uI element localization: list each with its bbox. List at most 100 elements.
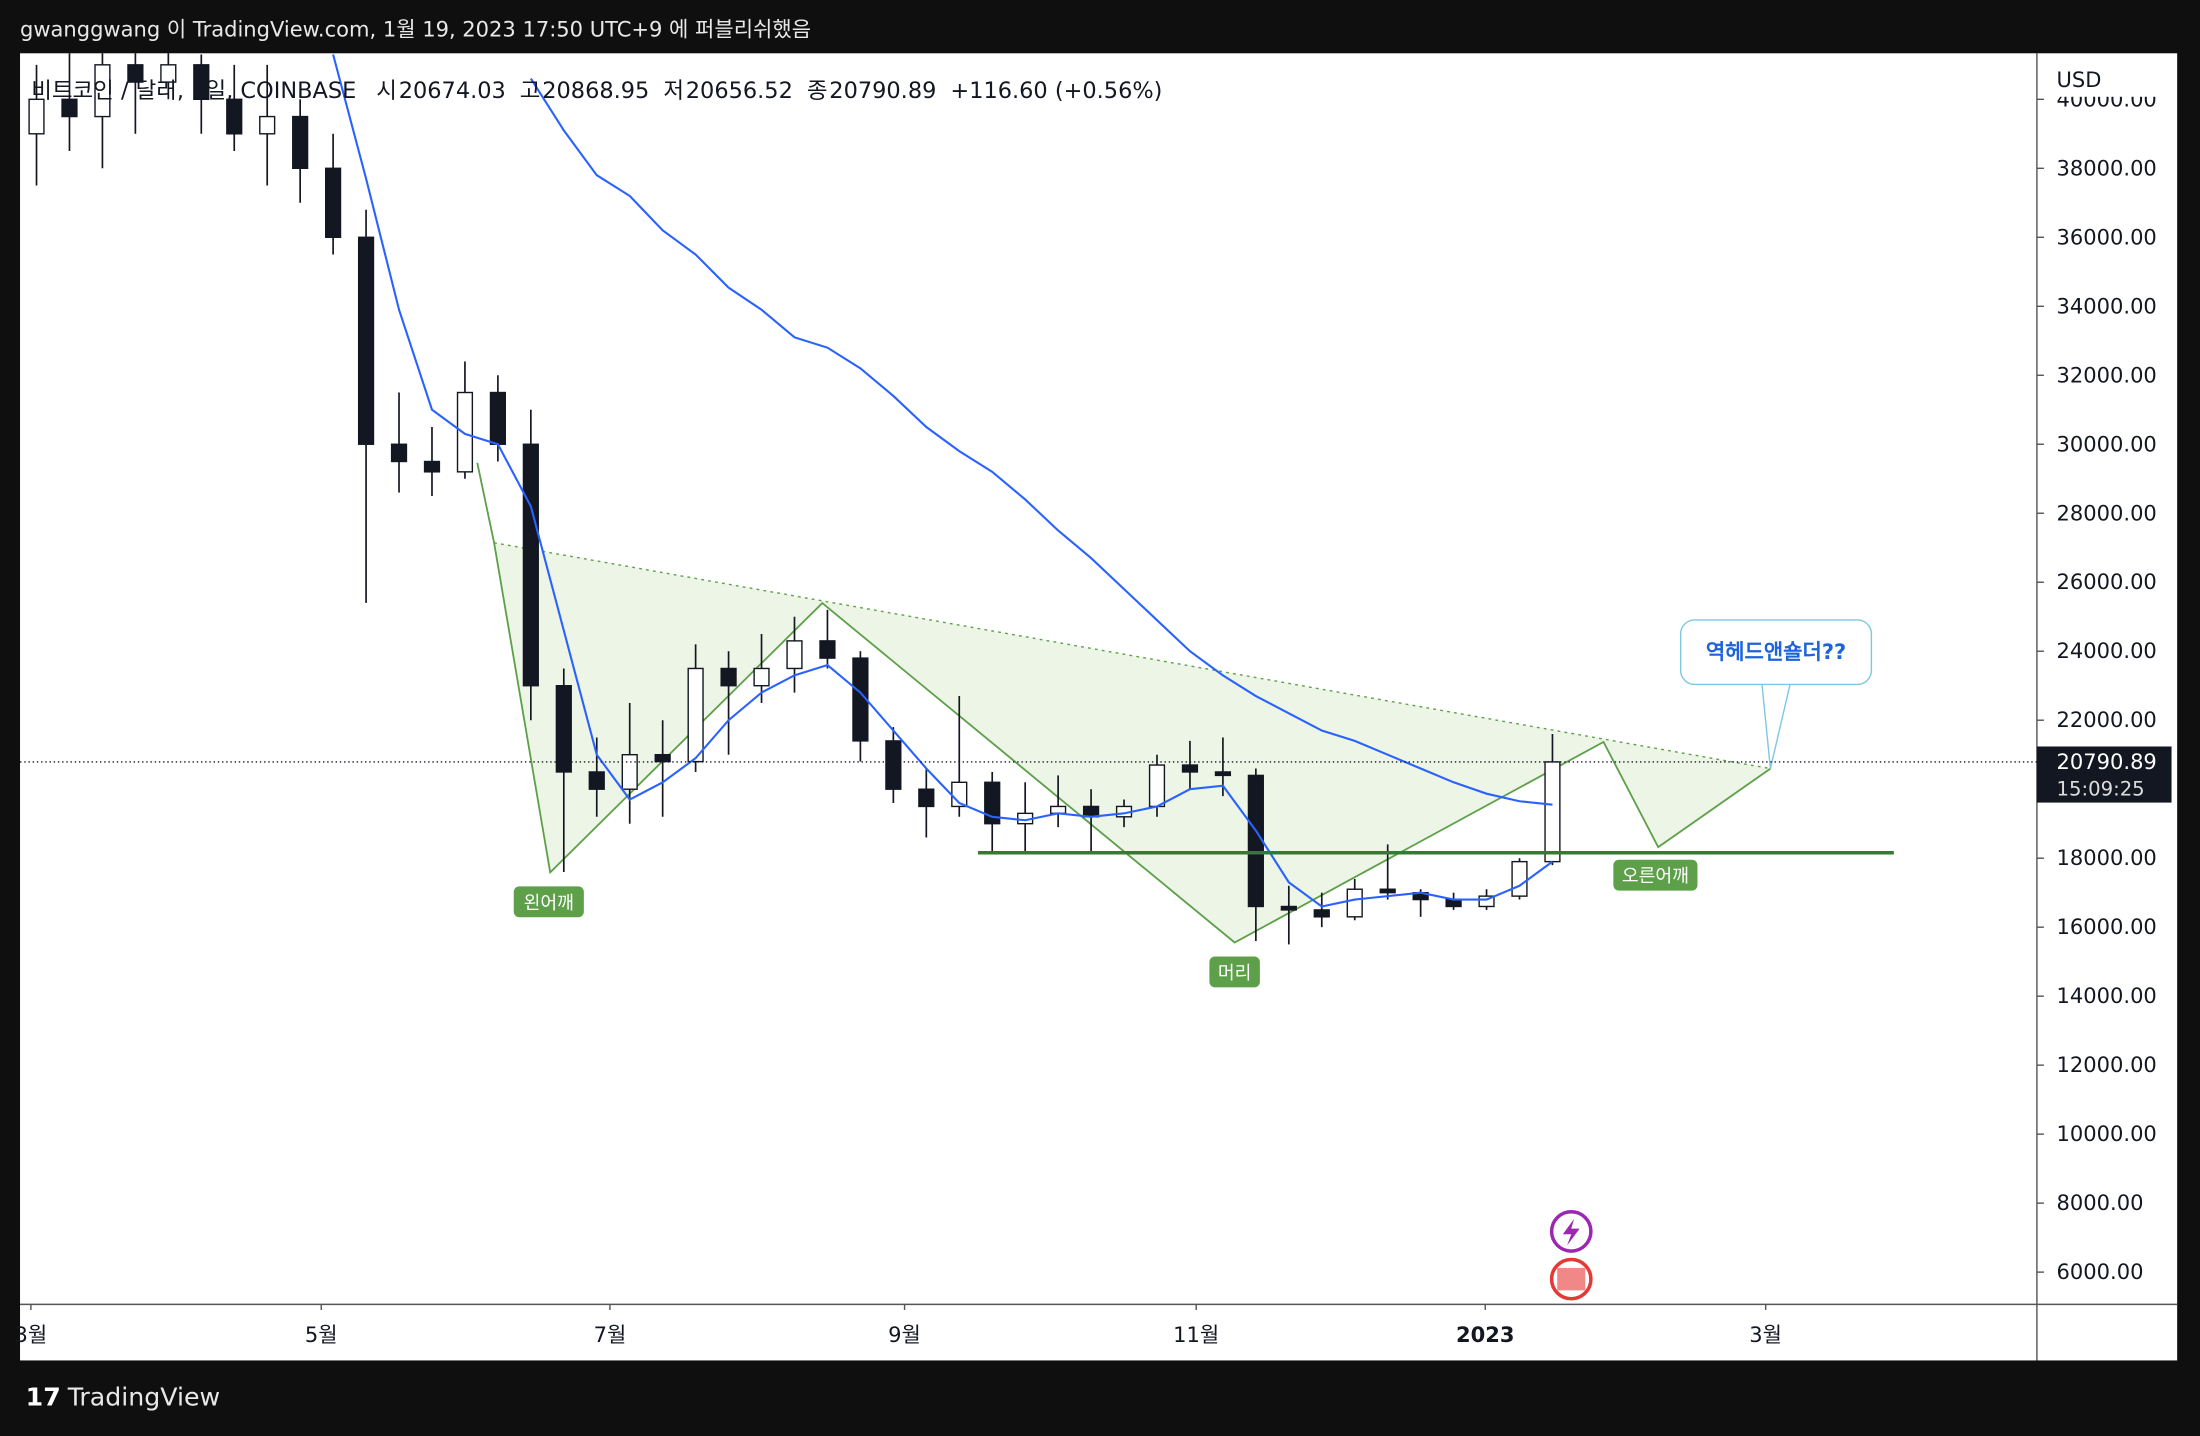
candle-body xyxy=(489,391,507,445)
logo-mark: 𝟭𝟳 xyxy=(26,1382,61,1411)
legend-label: 저 xyxy=(663,78,684,104)
candle-body xyxy=(1181,764,1199,773)
candle-body xyxy=(324,167,342,238)
candle-body xyxy=(621,754,638,790)
candle-body xyxy=(357,236,375,445)
annotation-text: 머리 xyxy=(1218,963,1252,984)
candle-body xyxy=(522,443,539,687)
symbol: 비트코인 / 달러, 1일, COINBASE xyxy=(31,78,356,104)
candle-body xyxy=(852,657,869,742)
x-tick-label: 5월 xyxy=(305,1322,338,1347)
unit-bg xyxy=(2038,54,2176,97)
moving-average xyxy=(332,54,1554,908)
x-tick-label: 3월 xyxy=(15,1322,48,1347)
y-tick-label: 8000.00 xyxy=(2057,1190,2144,1215)
candle-body xyxy=(390,443,408,463)
legend-label: 고 xyxy=(520,78,541,104)
y-tick-label: 34000.00 xyxy=(2057,293,2157,318)
legend: 비트코인 / 달러, 1일, COINBASE 시 20674.03 고 20868.… xyxy=(31,78,1162,104)
y-tick-label: 30000.00 xyxy=(2057,431,2157,456)
candle-body xyxy=(588,771,605,790)
candle-body xyxy=(94,64,111,118)
legend-value: 20868.95 xyxy=(542,78,649,104)
annotation-text: 왼어깨 xyxy=(524,893,574,914)
candle-body xyxy=(753,667,770,687)
left-shoulder-label: 왼어깨 xyxy=(513,886,584,918)
moving-average xyxy=(529,78,1553,806)
candle-body xyxy=(687,667,704,763)
candle-body xyxy=(226,98,243,135)
neckline-dotted xyxy=(493,542,1771,770)
candle-body xyxy=(1247,774,1264,908)
footer-bar xyxy=(0,1360,2200,1432)
candle-body xyxy=(1544,761,1561,863)
candle-body xyxy=(786,640,803,670)
legend-value: 20790.89 xyxy=(829,78,936,104)
y-tick-label: 36000.00 xyxy=(2057,224,2157,249)
candle-body xyxy=(160,64,177,83)
y-tick-label: 32000.00 xyxy=(2057,362,2157,387)
pattern-fill xyxy=(494,542,1771,943)
legend-label: 종 xyxy=(807,78,828,104)
candle-body xyxy=(1148,764,1166,808)
candle-body xyxy=(61,98,78,118)
countdown: 15:09:25 xyxy=(2057,778,2145,801)
candle-body xyxy=(1511,860,1528,897)
publish-info: gwanggwang 이 TradingView.com, 1월 19, 202… xyxy=(20,16,811,41)
y-tick-label: 10000.00 xyxy=(2057,1121,2157,1146)
y-tick-label: 16000.00 xyxy=(2057,914,2157,939)
candle-body xyxy=(1478,895,1495,908)
candle-body xyxy=(555,685,572,773)
candle-body xyxy=(1379,888,1396,894)
x-tick-label: 9월 xyxy=(888,1322,921,1347)
candle-body xyxy=(1346,888,1363,918)
x-tick-label: 11월 xyxy=(1173,1322,1219,1347)
legend-change: +116.60 (+0.56%) xyxy=(950,78,1162,104)
candle-body xyxy=(1280,905,1297,911)
last-price-label: 20790.89 xyxy=(2057,749,2157,774)
candle-body xyxy=(28,98,45,135)
candle-body xyxy=(456,391,474,473)
candle-body xyxy=(259,115,276,135)
candle-body xyxy=(654,754,671,763)
y-tick-label: 28000.00 xyxy=(2057,500,2157,525)
candle-body xyxy=(885,740,902,790)
y-tick-label: 18000.00 xyxy=(2057,845,2157,870)
candle-body xyxy=(292,115,309,170)
brand: TradingView xyxy=(67,1382,220,1411)
event-icons xyxy=(1549,1210,1593,1301)
y-tick-label: 26000.00 xyxy=(2057,569,2157,594)
right-shoulder-label: 오른어깨 xyxy=(1613,859,1698,891)
y-tick-label: 24000.00 xyxy=(2057,638,2157,663)
y-tick-label: 12000.00 xyxy=(2057,1052,2157,1077)
candle-body xyxy=(193,64,210,101)
candle-body xyxy=(984,781,1001,825)
x-tick-label: 3월 xyxy=(1749,1322,1782,1347)
candle-body xyxy=(819,640,836,659)
annotation-text: 오른어깨 xyxy=(1622,866,1689,887)
y-tick-label: 6000.00 xyxy=(2057,1259,2144,1284)
legend-label: 시 xyxy=(376,78,397,104)
candle-body xyxy=(127,64,144,83)
y-tick-label: 22000.00 xyxy=(2057,707,2157,732)
candle-body xyxy=(1214,771,1232,777)
pattern-line xyxy=(476,462,1771,944)
candle-body xyxy=(918,788,935,808)
y-tick-label: 14000.00 xyxy=(2057,983,2157,1008)
callout-text: 역헤드앤숄더?? xyxy=(1706,639,1846,664)
callout: 역헤드앤숄더?? xyxy=(1679,619,1873,769)
candle-body xyxy=(1313,909,1330,918)
candle-body xyxy=(720,667,737,687)
x-tick-label: 7월 xyxy=(594,1322,627,1347)
plot-area xyxy=(28,53,1771,945)
legend-value: 20656.52 xyxy=(686,78,793,104)
legend-value: 20674.03 xyxy=(399,78,506,104)
head-label: 머리 xyxy=(1209,956,1260,988)
y-unit: USD xyxy=(2057,67,2102,92)
y-tick-label: 38000.00 xyxy=(2057,155,2157,180)
candle-body xyxy=(423,460,441,473)
last-price-box xyxy=(2036,746,2172,803)
x-tick-label: 2023 xyxy=(1456,1322,1515,1347)
